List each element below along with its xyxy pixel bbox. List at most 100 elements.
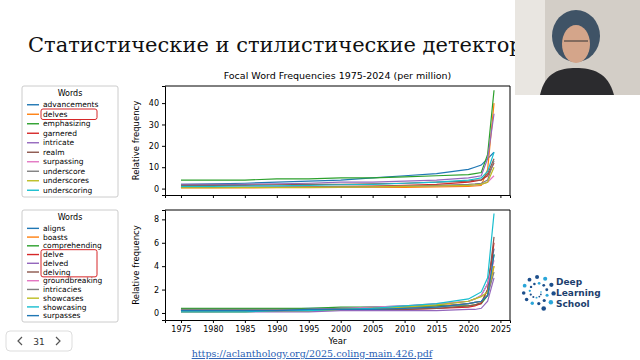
legend-swatch bbox=[27, 297, 39, 298]
series-line bbox=[181, 214, 494, 312]
x-tick bbox=[405, 195, 406, 198]
y-tick: 20 bbox=[149, 142, 165, 151]
logo-dot bbox=[545, 288, 548, 291]
y-tick: 40 bbox=[149, 99, 165, 108]
logo-dot bbox=[549, 300, 553, 304]
logo-dot bbox=[549, 283, 553, 287]
legend-label: boasts bbox=[43, 233, 68, 242]
y-tick-mark bbox=[162, 243, 165, 244]
next-button[interactable] bbox=[56, 337, 60, 345]
logo-text: School bbox=[556, 299, 590, 309]
legend-swatch bbox=[27, 306, 39, 307]
prev-button[interactable] bbox=[18, 337, 22, 345]
x-tick-label: 1990 bbox=[267, 325, 287, 334]
legend-label: delving bbox=[43, 268, 71, 277]
legend-swatch bbox=[27, 161, 39, 162]
y-tick: 4 bbox=[154, 262, 165, 271]
series-line bbox=[181, 249, 494, 310]
legend-label: underscoring bbox=[43, 186, 93, 195]
logo-dot bbox=[540, 294, 542, 296]
plot-frame bbox=[165, 86, 510, 195]
y-tick-mark bbox=[162, 146, 165, 147]
x-tick-label: 1985 bbox=[235, 325, 255, 334]
logo-text: Deep bbox=[556, 277, 583, 287]
x-tick: 2015 bbox=[427, 320, 447, 334]
logo-dot bbox=[543, 277, 547, 281]
legend-swatch bbox=[27, 142, 39, 143]
x-tick bbox=[245, 195, 246, 198]
legend-swatch bbox=[27, 236, 39, 237]
y-tick: 30 bbox=[149, 121, 165, 130]
y-tick: 8 bbox=[154, 215, 165, 224]
background bbox=[0, 0, 640, 360]
logo-dot bbox=[538, 282, 541, 285]
y-tick-label: 6 bbox=[154, 239, 159, 248]
y-tick-label: 2 bbox=[154, 286, 159, 295]
y-tick-label: 20 bbox=[149, 142, 159, 151]
logo-dot bbox=[533, 283, 536, 286]
y-tick: 0 bbox=[154, 309, 165, 318]
series-line bbox=[181, 278, 494, 312]
webcam-face bbox=[562, 25, 590, 63]
x-tick-label: 1980 bbox=[203, 325, 223, 334]
y-tick-label: 4 bbox=[154, 262, 159, 271]
x-tick bbox=[341, 195, 342, 198]
series-line bbox=[181, 260, 494, 311]
x-tick-mark bbox=[309, 320, 310, 323]
page-nav: 31 bbox=[6, 331, 72, 351]
x-tick bbox=[468, 195, 469, 198]
source-link[interactable]: https://aclanthology.org/2025.coling-mai… bbox=[192, 348, 434, 359]
x-tick-mark bbox=[277, 320, 278, 323]
legend-label: delve bbox=[43, 250, 64, 259]
x-tick: 1985 bbox=[235, 320, 255, 334]
logo-dot bbox=[537, 302, 540, 305]
x-tick: 1995 bbox=[299, 320, 319, 334]
x-tick-mark bbox=[468, 195, 469, 198]
x-tick-mark bbox=[500, 195, 501, 198]
x-axis-line bbox=[166, 321, 511, 324]
x-tick-label: 2020 bbox=[459, 325, 479, 334]
x-tick: 2000 bbox=[331, 320, 351, 334]
x-tick bbox=[500, 195, 501, 198]
series-line bbox=[181, 266, 494, 312]
y-tick-mark bbox=[162, 290, 165, 291]
webcam-background bbox=[515, 0, 640, 95]
webcam-window bbox=[515, 0, 545, 95]
logo-text: Learning bbox=[556, 288, 601, 298]
legend-swatch bbox=[27, 245, 39, 246]
x-tick bbox=[437, 195, 438, 198]
y-tick-label: 0 bbox=[154, 185, 159, 194]
legend-label: showcases bbox=[43, 294, 84, 303]
y-tick: 2 bbox=[154, 286, 165, 295]
legend-swatch bbox=[27, 114, 39, 115]
logo-dot bbox=[525, 298, 529, 302]
y-tick: 10 bbox=[149, 163, 165, 172]
x-tick bbox=[213, 195, 214, 198]
page-number: 31 bbox=[33, 337, 44, 347]
y-axis-title: Relative frequency bbox=[131, 225, 141, 305]
legend-title: Words bbox=[58, 213, 83, 222]
legend-swatch bbox=[27, 123, 39, 124]
logo-dot bbox=[529, 290, 531, 292]
y-axis-line bbox=[162, 87, 166, 196]
chart-title: Focal Word Frequencies 1975-2024 (per mi… bbox=[224, 70, 452, 81]
slide: Статистические и стилистические детектор… bbox=[0, 0, 640, 360]
x-axis-line bbox=[166, 196, 511, 199]
legend-label: delves bbox=[43, 110, 68, 119]
x-tick bbox=[309, 195, 310, 198]
legend-label: intricate bbox=[43, 138, 75, 147]
y-tick-mark bbox=[162, 313, 165, 314]
y-tick-mark bbox=[162, 219, 165, 220]
x-tick-label: 2005 bbox=[363, 325, 383, 334]
legend-swatch bbox=[27, 254, 39, 255]
x-tick-mark bbox=[405, 320, 406, 323]
logo-dot bbox=[528, 278, 532, 282]
y-tick-mark bbox=[162, 103, 165, 104]
logo-dot bbox=[530, 286, 532, 288]
logo: DeepLearningSchool bbox=[522, 275, 601, 311]
y-tick-label: 0 bbox=[154, 309, 159, 318]
logo-dot bbox=[531, 302, 534, 305]
x-tick-mark bbox=[213, 195, 214, 198]
y-tick: 0 bbox=[154, 185, 165, 194]
webcam bbox=[515, 0, 640, 95]
